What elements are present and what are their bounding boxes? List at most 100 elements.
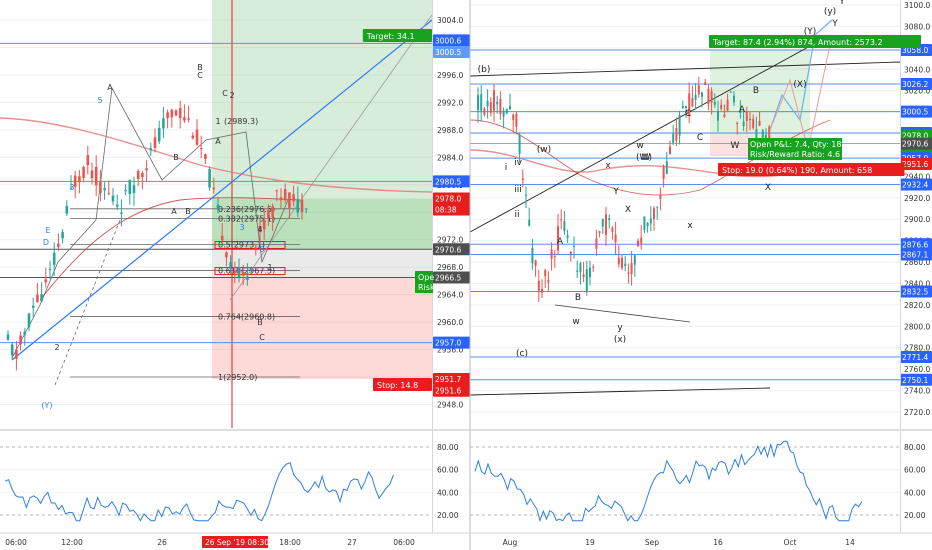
candle-body [86,155,90,166]
right-rsi-pane[interactable] [470,440,900,523]
rsi-tick: 80.00 [904,443,926,452]
candle-body [685,105,687,108]
candle-body [283,189,287,201]
candle-body [758,121,761,126]
price-label-bg [900,238,932,251]
candle-body [729,91,732,93]
price-label: 3026.2 [902,80,928,89]
position-label-bg [415,271,433,293]
position-label: Open P&L: 7.4, Qty: 18 [750,140,841,149]
candle-body [31,305,35,308]
fib-label: 0.236(2976.5) [218,205,275,214]
candle-body [94,166,98,186]
price-label-bg [433,34,470,47]
candle-body [697,85,700,95]
candle-body [553,256,556,258]
wave-label: W [642,153,651,163]
stop-label: Stop: 14.8 [377,381,418,390]
candle-body [44,279,48,283]
wave-label: B [575,293,581,303]
wave-label: Y [612,187,619,197]
wave-label: 2 [229,91,234,100]
wave-label: E [45,226,50,235]
axis-tick: 2720.0 [904,408,930,417]
candle-body [547,279,550,283]
candle-body [216,204,220,210]
candle-body [195,129,199,145]
candle-body [569,251,572,255]
price-label: 2980.5 [435,177,461,186]
wave-label: (c) [516,349,528,359]
candle-body [713,101,716,105]
fib-label: 0.764(2960.8) [218,313,275,322]
candle-body [742,121,745,127]
candle-body [557,226,559,251]
price-label-bg [900,157,932,170]
candle-body [595,238,598,249]
axis-tick: 2780.0 [904,344,930,353]
candle-body [550,249,553,259]
candle-body [103,188,106,191]
price-label-bg [900,285,932,298]
candle-body [73,175,77,187]
candle-body [662,166,665,179]
wave-label: 3 [239,223,244,232]
axis-tick: 2920.0 [904,194,930,203]
wave-label: x [605,161,611,171]
candle-body [681,105,684,108]
left-price-axis[interactable]: 3004.03000.02996.02992.02988.02984.02980… [433,16,470,520]
wave-label: y [617,323,623,333]
price-label-bg [433,271,470,284]
price-label-bg [433,192,470,205]
price-label: 2951.6 [902,160,928,169]
right-price-axis[interactable]: 3100.03080.03060.03040.03020.03000.02980… [900,1,932,520]
wave-label: C [222,89,228,98]
candle-body [304,208,308,210]
stop-label-bg [718,163,905,176]
stop-label-bg [373,378,432,391]
ma-line [0,117,433,193]
position-label: Risk [418,283,435,292]
price-label-bg [900,137,932,150]
candle-body [528,219,531,226]
candle-body [701,92,703,97]
candle-body [643,216,646,231]
candle-body [174,110,178,116]
wave-label: X [625,205,631,215]
time-tick: 18:00 [279,538,301,547]
left-rsi-pane[interactable] [0,446,432,522]
candle-body [633,255,636,265]
candle-body [157,127,161,142]
wave-label: Y [831,19,838,29]
candle-body [489,102,492,113]
candle-body [149,148,153,151]
price-label: 3000.5 [435,48,461,57]
axis-tick: 3040.0 [904,65,930,74]
candle-body [229,262,232,268]
wave-label: A [215,137,221,146]
wave-label: (y) [824,7,836,17]
fib-label: 0.618(2967.5) [218,267,275,276]
candle-body [145,168,148,171]
price-label-bg [900,105,932,118]
candle-body [723,114,726,117]
axis-tick: 3004.0 [437,16,463,25]
candle-body [669,146,671,155]
candle-body [589,267,591,278]
trend-line [11,19,433,361]
candle-body [726,99,729,111]
candle-body [739,111,742,114]
price-label: 2832.5 [902,288,928,297]
candle-body [573,245,575,247]
axis-tick: 2956.0 [437,346,463,355]
channel-line [469,44,813,233]
price-label-bg [900,248,932,261]
price-label-bg [433,175,470,188]
axis-tick: 2992.0 [437,98,463,107]
candle-body [749,119,751,121]
candle-body [241,272,245,276]
candle-body [136,171,140,180]
wave-label: W [731,141,740,151]
